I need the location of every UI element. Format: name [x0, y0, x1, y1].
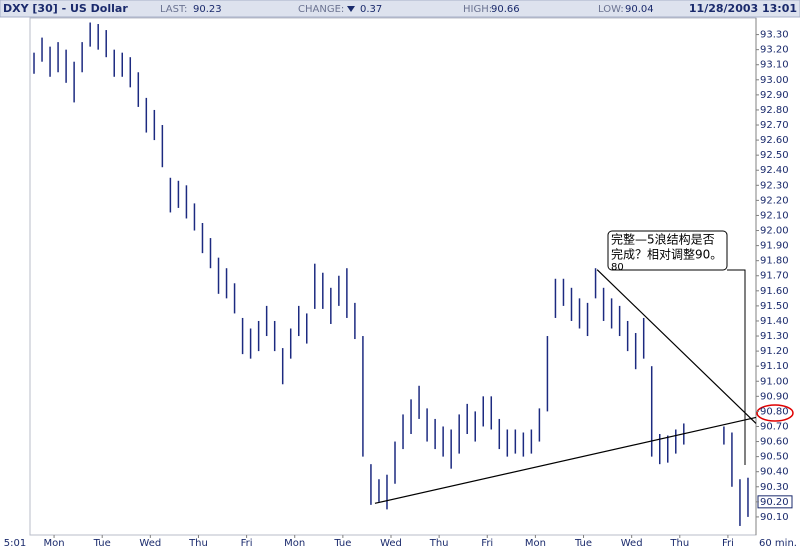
- low-value: 90.04: [625, 4, 654, 15]
- y-tick-label: 90.60: [760, 437, 789, 448]
- x-tick-label: Fri: [481, 538, 493, 549]
- y-tick-label: 93.00: [760, 75, 789, 86]
- y-tick-label: 91.30: [760, 331, 789, 342]
- y-tick-label: 90.10: [760, 512, 789, 523]
- y-tick-label: 92.30: [760, 180, 789, 191]
- x-tick-label: Mon: [284, 538, 305, 549]
- y-tick-label: 92.50: [760, 150, 789, 161]
- y-tick-label: 92.80: [760, 105, 789, 116]
- y-tick-label: 92.40: [760, 165, 789, 176]
- low-label: LOW:: [598, 4, 624, 15]
- y-tick-label: 92.10: [760, 210, 789, 221]
- callout-line: 80: [611, 262, 624, 273]
- x-tick-label: Thu: [188, 538, 208, 549]
- y-tick-label: 93.10: [760, 60, 789, 71]
- y-tick-label: 90.40: [760, 467, 789, 478]
- y-tick-label: 91.70: [760, 271, 789, 282]
- callout-line: 完成？相对调整90。: [611, 247, 722, 262]
- y-tick-label: 92.60: [760, 135, 789, 146]
- x-tick-label: Wed: [621, 538, 643, 549]
- x-tick-label: Thu: [669, 538, 689, 549]
- last-value: 90.23: [193, 4, 222, 15]
- trendline: [374, 416, 757, 504]
- interval-label: 60 min.: [759, 538, 797, 549]
- y-tick-label: 91.10: [760, 361, 789, 372]
- callout-line: 完整—5浪结构是否: [611, 232, 715, 247]
- y-tick-label: 90.90: [760, 391, 789, 402]
- trendline: [596, 269, 757, 424]
- y-tick-label: 90.80: [760, 406, 789, 417]
- y-tick-label: 90.30: [760, 482, 789, 493]
- y-tick-label: 91.00: [760, 376, 789, 387]
- y-tick-label: 93.20: [760, 45, 789, 56]
- x-tick-label: Fri: [241, 538, 253, 549]
- y-tick-label: 91.40: [760, 316, 789, 327]
- y-tick-label: 92.70: [760, 120, 789, 131]
- x-tick-label: Fri: [722, 538, 734, 549]
- y-tick-label: 92.20: [760, 195, 789, 206]
- y-tick-label: 91.50: [760, 301, 789, 312]
- x-start-label: 5:01: [4, 538, 26, 549]
- callout-box: [607, 230, 728, 271]
- x-tick-label: Mon: [525, 538, 546, 549]
- highlight-circle: [756, 404, 794, 422]
- change-label: CHANGE:: [298, 4, 344, 15]
- y-tick-label: 91.20: [760, 346, 789, 357]
- header-bar: [0, 0, 800, 18]
- y-tick-label: 90.70: [760, 421, 789, 432]
- x-tick-label: Wed: [380, 538, 402, 549]
- y-tick-label: 93.30: [760, 30, 789, 41]
- y-tick-label: 91.80: [760, 256, 789, 267]
- y-tick-label: 90.20: [760, 497, 789, 508]
- high-label: HIGH:: [463, 4, 492, 15]
- y-tick-label: 92.90: [760, 90, 789, 101]
- y-tick-label: 91.60: [760, 286, 789, 297]
- timestamp: 11/28/2003 13:01: [689, 2, 797, 15]
- x-tick-label: Wed: [139, 538, 161, 549]
- high-value: 90.66: [491, 4, 520, 15]
- symbol: DXY [30] - US Dollar: [3, 2, 128, 15]
- x-tick-label: Thu: [429, 538, 449, 549]
- last-label: LAST:: [160, 4, 187, 15]
- down-arrow: [347, 6, 355, 12]
- y-tick-label: 92.00: [760, 226, 789, 237]
- x-tick-label: Tue: [574, 538, 592, 549]
- callout-pointer: [727, 269, 746, 465]
- x-tick-label: Tue: [93, 538, 111, 549]
- change-value: 0.37: [360, 4, 382, 15]
- x-tick-label: Tue: [333, 538, 351, 549]
- y-tick-label: 91.90: [760, 241, 789, 252]
- y-tick-label: 90.50: [760, 452, 789, 463]
- x-tick-label: Mon: [44, 538, 65, 549]
